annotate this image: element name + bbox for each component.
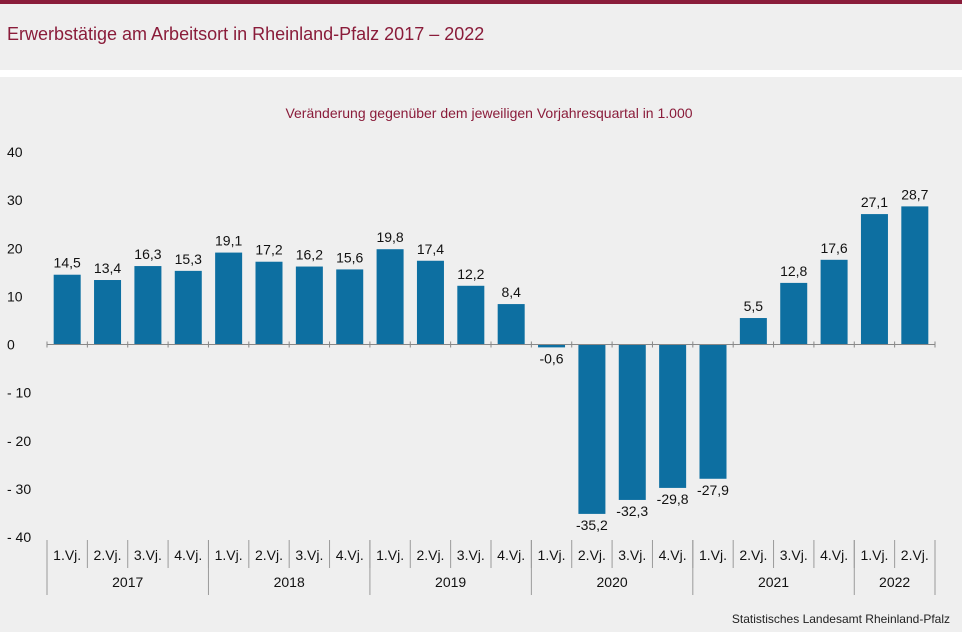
data-label: 12,8 [780,263,807,279]
data-label: -29,8 [657,491,689,507]
data-label: -32,3 [616,503,648,519]
y-tick-label: - 30 [7,481,31,497]
x-tick-label: 3.Vj. [457,547,485,563]
source-note: Statistisches Landesamt Rheinland-Pfalz [731,612,950,626]
x-tick-label: 2.Vj. [94,547,122,563]
x-tick-label: 4.Vj. [174,547,202,563]
data-label: -27,9 [697,482,729,498]
y-tick-label: - 10 [7,385,31,401]
group-label: 2021 [758,574,789,590]
top-accent-rule [0,0,962,4]
data-labels: 14,5 13,4 16,3 15,3 19,1 17,2 16,2 15,6 19,8 17,4… [54,186,929,533]
x-tick-label: 1.Vj. [538,547,566,563]
x-tick-label: 3.Vj. [618,547,646,563]
group-label: 2018 [274,574,305,590]
bar [538,344,566,348]
x-tick-label: 2.Vj. [901,547,929,563]
bar [578,344,606,514]
bar [820,259,848,345]
y-tick-label: 0 [7,337,15,353]
x-tick-label: 3.Vj. [134,547,162,563]
page-title: Erwerbstätige am Arbeitsort in Rheinland… [7,24,485,44]
x-tick-label: 1.Vj. [53,547,81,563]
group-label: 2022 [879,574,910,590]
x-tick-label: 4.Vj. [497,547,525,563]
chart-subtitle: Veränderung gegenüber dem jeweiligen Vor… [285,105,692,121]
bar [659,344,687,488]
x-tick-label: 2.Vj. [578,547,606,563]
x-tick-label: 2.Vj. [255,547,283,563]
x-tick-label: 3.Vj. [295,547,323,563]
x-tick-label: 1.Vj. [376,547,404,563]
y-tick-label: 10 [7,288,23,304]
x-tick-label: 2.Vj. [416,547,444,563]
bar [215,252,243,345]
bar [174,270,202,345]
bar [699,344,727,479]
data-label: 17,2 [255,242,282,258]
data-label: -35,2 [576,517,608,533]
bar [497,304,525,345]
data-label: 5,5 [744,298,764,314]
y-tick-label: 20 [7,240,23,256]
data-label: 27,1 [861,194,888,210]
data-label: 16,2 [296,247,323,263]
data-label: 19,1 [215,233,242,249]
data-label: 16,3 [134,246,161,262]
x-tick-label: 4.Vj. [820,547,848,563]
data-label: 28,7 [901,186,928,202]
bar [53,274,81,345]
data-label: 13,4 [94,260,121,276]
x-tick-label: 2.Vj. [739,547,767,563]
y-tick-label: 30 [7,192,23,208]
bar [336,269,364,345]
bar [780,282,808,345]
bar [901,206,929,345]
x-tick-label: 4.Vj. [336,547,364,563]
bar [457,285,485,345]
data-label: 15,6 [336,249,363,265]
x-tick-label: 4.Vj. [659,547,687,563]
x-tick-label: 1.Vj. [215,547,243,563]
data-label: 14,5 [54,255,81,271]
bar [618,344,646,500]
bar [739,318,767,345]
group-label: 2017 [112,574,143,590]
title-divider [0,70,962,77]
data-label: 19,8 [376,229,403,245]
x-tick-label: 1.Vj. [860,547,888,563]
y-tick-label: 40 [7,144,23,160]
x-tick-label: 1.Vj. [699,547,727,563]
bar [295,266,323,345]
data-label: 8,4 [501,284,521,300]
data-label: -0,6 [539,350,563,366]
group-label: 2019 [435,574,466,590]
y-tick-label: - 20 [7,433,31,449]
y-axis: 40 30 20 10 0 - 10 - 20 - 30 - 40 [7,144,31,545]
data-label: 17,6 [820,240,847,256]
bar [416,260,444,345]
bar [255,261,283,345]
data-label: 17,4 [417,241,444,257]
bar [376,249,404,345]
bar [860,214,888,345]
x-axis: 1.Vj. 2.Vj. 3.Vj. 4.Vj. 1.Vj. 2.Vj. 3.Vj. 4.Vj.… [46,341,936,595]
bar [134,266,162,345]
data-label: 15,3 [175,251,202,267]
data-label: 12,2 [457,266,484,282]
x-tick-label: 3.Vj. [780,547,808,563]
bars [53,206,929,514]
bar [94,280,122,345]
y-tick-label: - 40 [7,529,31,545]
group-label: 2020 [597,574,628,590]
